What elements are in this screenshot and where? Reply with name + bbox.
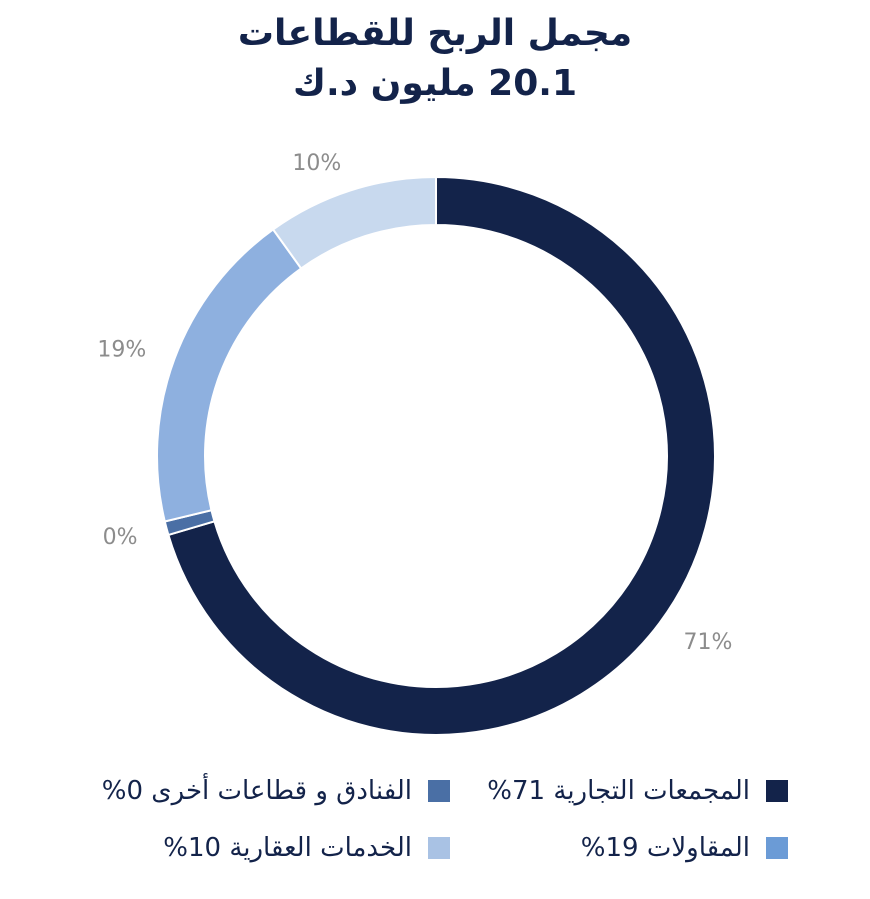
chart-subtitle: 20.1 مليون د.ك bbox=[292, 63, 577, 104]
legend-label: المقاولات 19% bbox=[580, 833, 750, 863]
legend-label: المجمعات التجارية 71% bbox=[487, 776, 750, 806]
legend-item-real-estate-services: الخدمات العقارية 10% bbox=[163, 833, 450, 863]
legend-item-contracting: المقاولات 19% bbox=[581, 833, 788, 863]
donut-slice bbox=[271, 175, 437, 270]
donut-slice bbox=[167, 175, 716, 736]
legend-label: الفنادق و قطاعات أخرى 0% bbox=[101, 776, 412, 806]
legend-item-hotels-other: الفنادق و قطاعات أخرى 0% bbox=[102, 776, 450, 806]
donut-slice bbox=[156, 228, 303, 523]
slice-percent-label: 19% bbox=[97, 338, 146, 363]
legend-swatch bbox=[766, 837, 788, 859]
donut-chart: 71% 0% 19% 10% bbox=[97, 151, 732, 736]
slice-percent-label: 71% bbox=[683, 630, 732, 655]
legend-item-malls: المجمعات التجارية 71% bbox=[487, 776, 788, 806]
legend-swatch bbox=[428, 837, 450, 859]
legend-label: الخدمات العقارية 10% bbox=[163, 833, 412, 863]
slice-percent-label: 0% bbox=[103, 525, 138, 550]
slice-percent-label: 10% bbox=[292, 151, 341, 176]
legend-swatch bbox=[766, 780, 788, 802]
chart-title: مجمل الربح للقطاعات bbox=[237, 13, 633, 54]
legend-swatch bbox=[428, 780, 450, 802]
